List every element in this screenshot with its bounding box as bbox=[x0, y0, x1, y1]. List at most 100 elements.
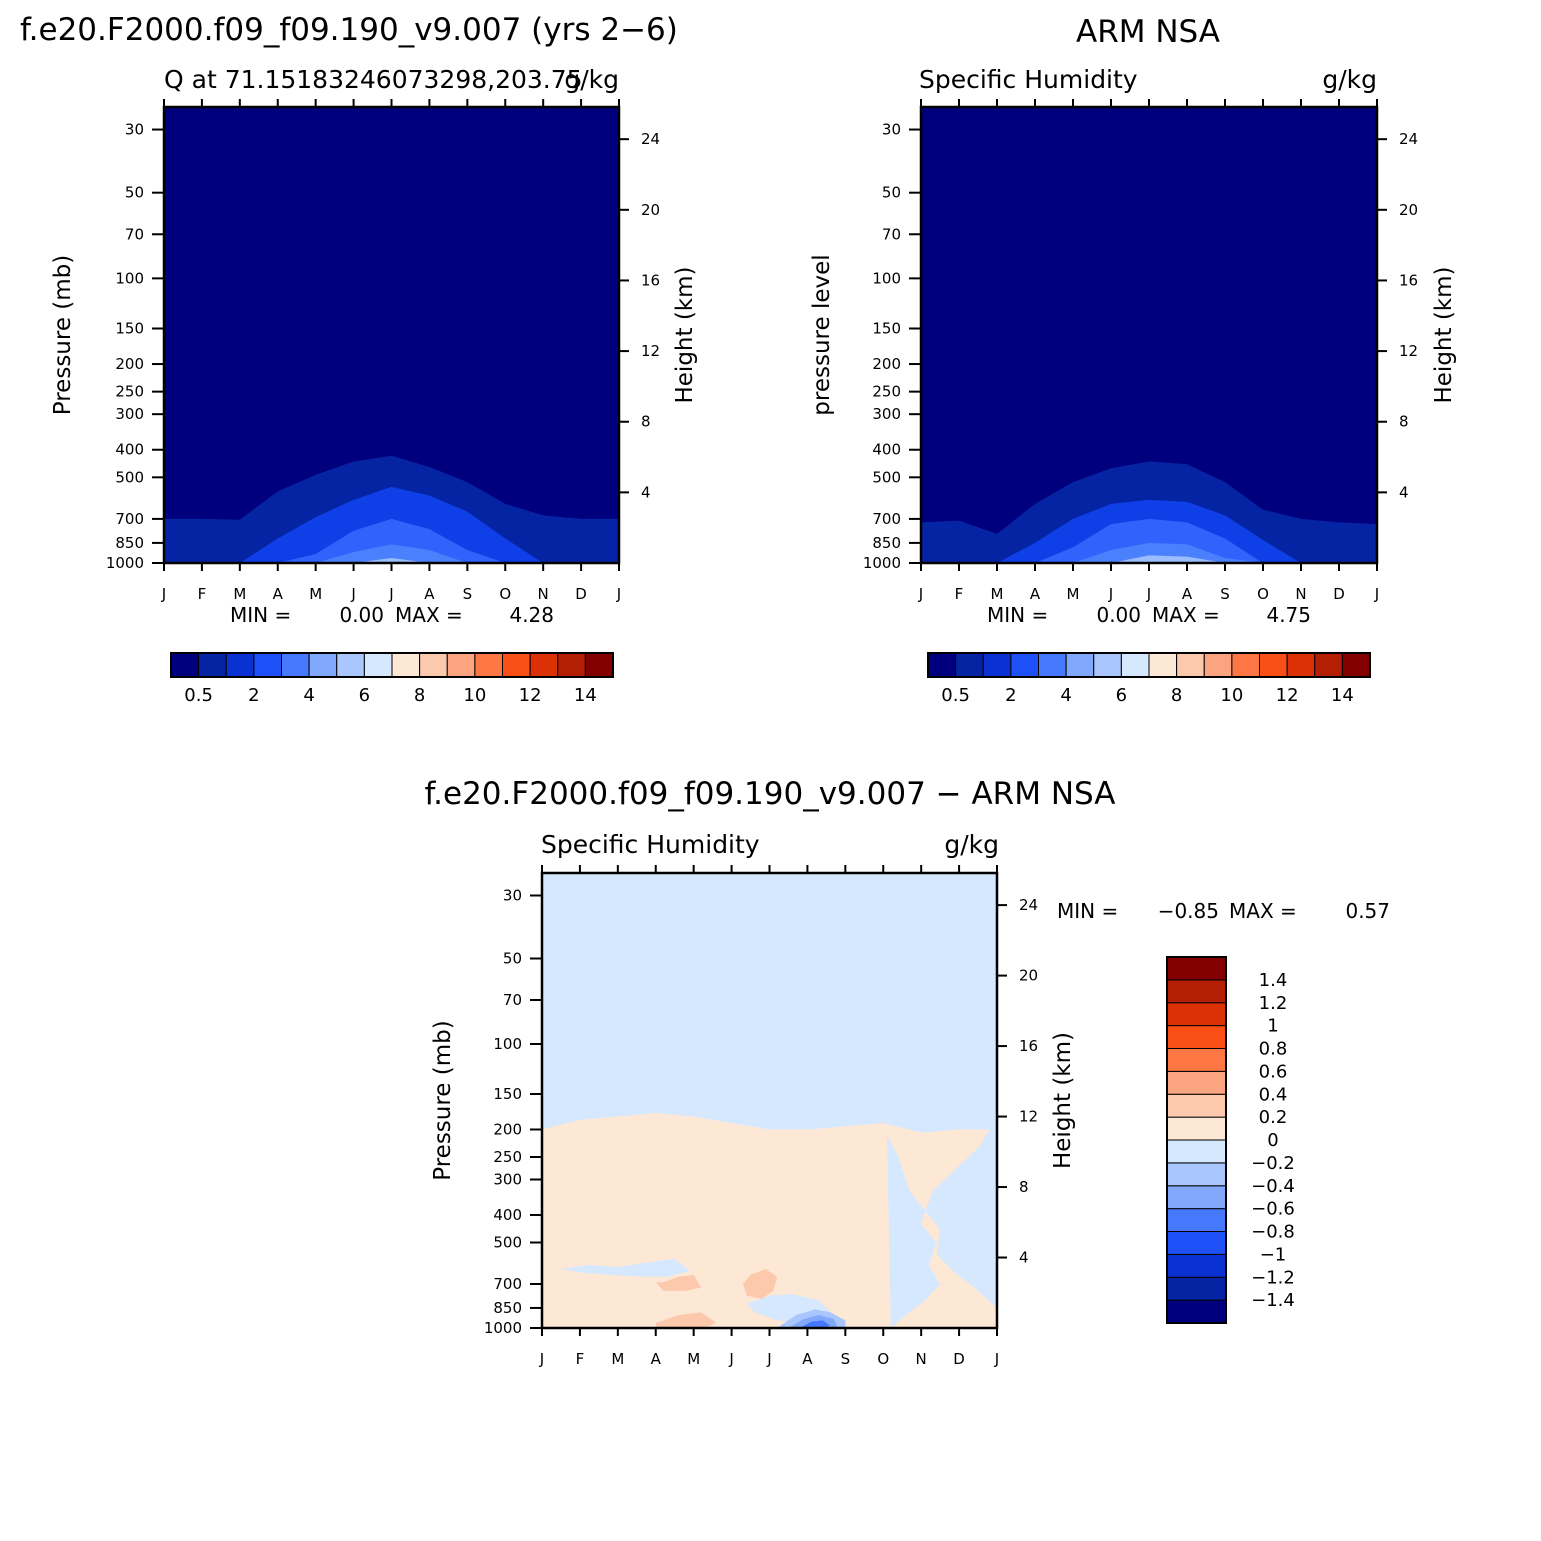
contour-patch-0.2-2 bbox=[655, 1312, 717, 1328]
y-tick-label: 200 bbox=[493, 1120, 522, 1138]
colorbar-swatch bbox=[1166, 1299, 1227, 1324]
colorbar-swatch bbox=[1166, 1162, 1227, 1187]
colorbar-swatch bbox=[1286, 652, 1316, 678]
y-right-axis-label: Height (km) bbox=[672, 266, 698, 403]
colorbar-swatch bbox=[1176, 652, 1205, 678]
max-label: MAX = bbox=[395, 603, 463, 627]
colorbar-swatch bbox=[170, 652, 200, 678]
y-tick-label: 70 bbox=[125, 225, 144, 243]
y-tick-label: 700 bbox=[115, 510, 144, 528]
colorbar-label: 4 bbox=[1060, 685, 1071, 706]
y-right-tick-label: 4 bbox=[1019, 1249, 1029, 1267]
colorbar-label: 0.6 bbox=[1259, 1061, 1288, 1082]
colorbar-swatch bbox=[1166, 1116, 1227, 1141]
x-tick-label: J bbox=[918, 585, 923, 603]
max-value: 4.75 bbox=[1266, 603, 1311, 627]
max-value: 0.57 bbox=[1345, 899, 1390, 923]
x-tick-label: S bbox=[463, 585, 473, 603]
colorbar-label: −1.2 bbox=[1251, 1267, 1295, 1288]
y-tick-label: 100 bbox=[872, 269, 901, 287]
y-axis-label: Pressure (mb) bbox=[430, 1020, 456, 1180]
colorbar-label: 10 bbox=[1220, 685, 1243, 706]
colorbar-swatch bbox=[1038, 652, 1067, 678]
colorbar-swatch bbox=[474, 652, 503, 678]
contour-4 bbox=[921, 555, 1377, 563]
x-tick-label: J bbox=[994, 1350, 999, 1368]
x-tick-label: O bbox=[499, 585, 511, 603]
x-tick-label: D bbox=[575, 585, 587, 603]
contour-3 bbox=[164, 544, 619, 563]
min-label: MIN = bbox=[987, 603, 1048, 627]
x-tick-label: J bbox=[1374, 585, 1379, 603]
y-tick-label: 1000 bbox=[863, 554, 901, 572]
y-right-tick-label: 24 bbox=[1399, 130, 1418, 148]
colorbar-label: −0.4 bbox=[1251, 1176, 1295, 1197]
colorbar-label: 0.2 bbox=[1259, 1107, 1288, 1128]
panel-difference: J F M A M J J A S O N D J305070100150200250300400500… bbox=[430, 830, 1390, 1368]
colorbar: 0.5 2 4 6 8 10 12 14 bbox=[927, 652, 1371, 706]
y-tick-label: 400 bbox=[872, 441, 901, 459]
colorbar-swatch bbox=[198, 652, 227, 678]
y-tick-label: 250 bbox=[115, 383, 144, 401]
x-tick-label: J bbox=[766, 1350, 771, 1368]
colorbar-label: 1.4 bbox=[1259, 970, 1288, 991]
contour-patch-0.2-1 bbox=[742, 1269, 778, 1299]
y-tick-label: 150 bbox=[493, 1085, 522, 1103]
colorbar-swatch bbox=[391, 652, 421, 678]
panel-observations: J F M A M J J A S O N D J 30 50 70 100 150 200 250 300 400 500… bbox=[809, 65, 1457, 706]
colorbar-swatch bbox=[225, 652, 255, 678]
colorbar-label: 8 bbox=[1171, 685, 1182, 706]
max-label: MAX = bbox=[1229, 899, 1297, 923]
subtitle-right: g/kg bbox=[1322, 65, 1377, 94]
y-tick-label: 150 bbox=[872, 319, 901, 337]
x-tick-label: M bbox=[991, 585, 1004, 603]
x-tick-label: D bbox=[953, 1350, 965, 1368]
y-right-tick-label: 16 bbox=[641, 271, 660, 289]
y-tick-label: 300 bbox=[115, 405, 144, 423]
y-right-tick-label: 12 bbox=[1399, 342, 1418, 360]
y-tick-label: 70 bbox=[503, 991, 522, 1009]
y-tick-label: 70 bbox=[882, 225, 901, 243]
colorbar-label: 12 bbox=[519, 685, 542, 706]
y-tick-label: 100 bbox=[493, 1035, 522, 1053]
y-right-tick-label: 4 bbox=[1399, 483, 1409, 501]
colorbar-label: 4 bbox=[303, 685, 314, 706]
x-tick-label: F bbox=[576, 1350, 585, 1368]
y-right-tick-label: 12 bbox=[1019, 1108, 1038, 1126]
colorbar-swatch bbox=[1166, 1093, 1227, 1118]
y-tick-label: 700 bbox=[872, 510, 901, 528]
colorbar-frame bbox=[927, 652, 1371, 678]
y-axis-label: Pressure (mb) bbox=[50, 255, 76, 415]
colorbar-swatch bbox=[584, 652, 614, 678]
colorbar-swatch bbox=[1231, 652, 1260, 678]
y-right-tick-label: 20 bbox=[641, 201, 660, 219]
y-right-axis-label: Height (km) bbox=[1431, 266, 1457, 403]
colorbar-swatch bbox=[1148, 652, 1178, 678]
x-tick-label: M bbox=[611, 1350, 624, 1368]
y-tick-label: 30 bbox=[503, 886, 522, 904]
contour-patch-0.2-0 bbox=[655, 1274, 702, 1291]
colorbar-swatch bbox=[446, 652, 476, 678]
max-label: MAX = bbox=[1152, 603, 1220, 627]
x-tick-label: M bbox=[233, 585, 246, 603]
colorbar-swatch bbox=[1010, 652, 1039, 678]
x-tick-label: F bbox=[955, 585, 964, 603]
colorbar-swatch bbox=[1166, 1025, 1227, 1049]
contour-2 bbox=[164, 518, 619, 563]
colorbar-label: −0.6 bbox=[1251, 1199, 1295, 1220]
y-right-tick-label: 8 bbox=[641, 413, 651, 431]
panel-model: J F M A M J J A S O N D J 30 50 70 100 150 200 250 300 400 500… bbox=[50, 65, 698, 706]
negative-region-1 bbox=[560, 1258, 690, 1277]
min-label: MIN = bbox=[1057, 899, 1118, 923]
y-tick-label: 500 bbox=[872, 468, 901, 486]
colorbar-label: −1.4 bbox=[1251, 1290, 1295, 1311]
y-right-tick-label: 24 bbox=[641, 130, 660, 148]
colorbar-label: 14 bbox=[574, 685, 597, 706]
colorbar-swatch bbox=[1166, 1048, 1227, 1072]
x-tick-label: F bbox=[198, 585, 207, 603]
colorbar-label: −1 bbox=[1260, 1244, 1287, 1265]
colorbar: 0.5 2 4 6 8 10 12 14 bbox=[170, 652, 614, 706]
x-tick-label: J bbox=[388, 585, 393, 603]
colorbar-label: 6 bbox=[1116, 685, 1127, 706]
contour-4 bbox=[164, 557, 619, 563]
